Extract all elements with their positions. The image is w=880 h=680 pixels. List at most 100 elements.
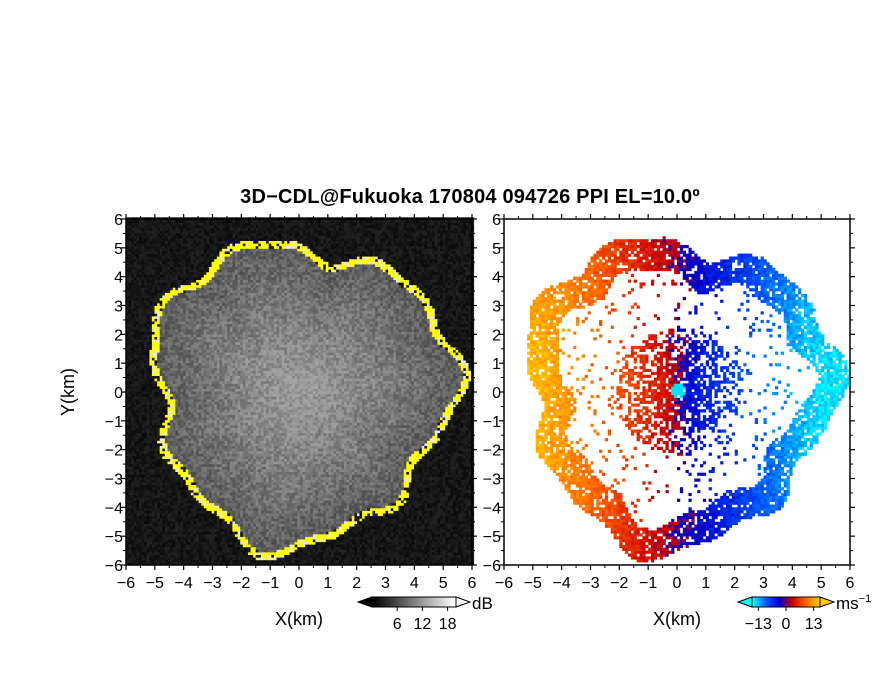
snr-cell xyxy=(217,524,220,527)
snr-cell xyxy=(469,498,472,501)
snr-cell xyxy=(300,557,303,560)
snr-cell xyxy=(339,477,342,480)
snr-cell xyxy=(373,482,376,485)
snr-cell xyxy=(214,495,217,498)
snr-cell xyxy=(347,531,350,534)
snr-cell xyxy=(437,529,440,532)
snr-cell xyxy=(450,508,453,511)
snr-cell xyxy=(419,529,422,532)
snr-cell xyxy=(303,555,306,558)
snr-cell xyxy=(388,479,391,482)
snr-cell xyxy=(274,516,277,519)
snr-cell xyxy=(181,521,184,524)
snr-cell xyxy=(339,516,342,519)
snr-cell xyxy=(445,531,448,534)
snr-cell xyxy=(194,474,197,477)
snr-cell xyxy=(238,537,241,540)
snr-cell xyxy=(401,469,404,472)
snr-cell xyxy=(344,511,347,514)
snr-cell xyxy=(456,547,459,550)
snr-cell xyxy=(440,479,443,482)
snr-cell xyxy=(282,516,285,519)
snr-cell xyxy=(391,539,394,542)
snr-cell xyxy=(219,516,222,519)
snr-cell xyxy=(240,552,243,555)
snr-cell xyxy=(391,513,394,516)
snr-cell xyxy=(295,487,298,490)
snr-cell xyxy=(373,555,376,558)
snr-cell xyxy=(315,555,318,558)
snr-cell xyxy=(391,529,394,532)
snr-cell xyxy=(344,552,347,555)
snr-cell xyxy=(326,505,329,508)
snr-cell xyxy=(453,560,456,563)
snr-cell xyxy=(417,482,420,485)
snr-cell xyxy=(232,518,235,521)
snr-cell xyxy=(349,539,352,542)
snr-cell xyxy=(251,472,254,475)
snr-cell xyxy=(414,560,417,563)
snr-cell xyxy=(453,474,456,477)
snr-cell xyxy=(162,534,165,537)
snr-cell xyxy=(157,466,160,469)
snr-cell xyxy=(284,492,287,495)
snr-cell xyxy=(360,505,363,508)
snr-cell xyxy=(435,495,438,498)
snr-cell xyxy=(175,508,178,511)
snr-cell xyxy=(336,521,339,524)
snr-cell xyxy=(352,534,355,537)
snr-cell xyxy=(315,531,318,534)
snr-cell xyxy=(326,508,329,511)
snr-cell xyxy=(435,482,438,485)
snr-cell xyxy=(427,526,430,529)
snr-cell xyxy=(450,521,453,524)
snr-cell xyxy=(186,503,189,506)
snr-cell xyxy=(131,547,134,550)
snr-cell xyxy=(230,505,233,508)
snr-cell xyxy=(417,495,420,498)
snr-cell xyxy=(303,544,306,547)
snr-cell xyxy=(437,500,440,503)
snr-cell xyxy=(453,498,456,501)
snr-cell xyxy=(466,487,469,490)
snr-cell xyxy=(393,521,396,524)
snr-cell xyxy=(383,477,386,480)
snr-cell xyxy=(222,495,225,498)
snr-cell xyxy=(318,503,321,506)
snr-cell xyxy=(386,485,389,488)
snr-cell xyxy=(235,521,238,524)
snr-cell xyxy=(258,539,261,542)
snr-cell xyxy=(419,552,422,555)
snr-cell xyxy=(417,485,420,488)
snr-cell xyxy=(269,534,272,537)
snr-cell xyxy=(196,529,199,532)
snr-cell xyxy=(183,524,186,527)
snr-cell xyxy=(406,547,409,550)
snr-cell xyxy=(170,492,173,495)
snr-cell xyxy=(341,557,344,560)
snr-cell xyxy=(232,487,235,490)
snr-cell xyxy=(419,508,422,511)
snr-cell xyxy=(323,472,326,475)
snr-cell xyxy=(206,521,209,524)
snr-cell xyxy=(414,485,417,488)
snr-cell xyxy=(136,479,139,482)
snr-cell xyxy=(310,539,313,542)
snr-cell xyxy=(308,479,311,482)
snr-cell xyxy=(349,498,352,501)
snr-cell xyxy=(401,482,404,485)
snr-cell xyxy=(458,537,461,540)
snr-cell xyxy=(380,534,383,537)
snr-cell xyxy=(308,537,311,540)
snr-cell xyxy=(303,492,306,495)
snr-cell xyxy=(230,516,233,519)
snr-cell xyxy=(147,534,150,537)
snr-cell xyxy=(391,537,394,540)
snr-cell xyxy=(284,498,287,501)
snr-cell xyxy=(373,521,376,524)
snr-cell xyxy=(219,555,222,558)
snr-cell xyxy=(404,544,407,547)
snr-cell xyxy=(131,474,134,477)
snr-cell xyxy=(170,513,173,516)
snr-cell xyxy=(380,511,383,514)
